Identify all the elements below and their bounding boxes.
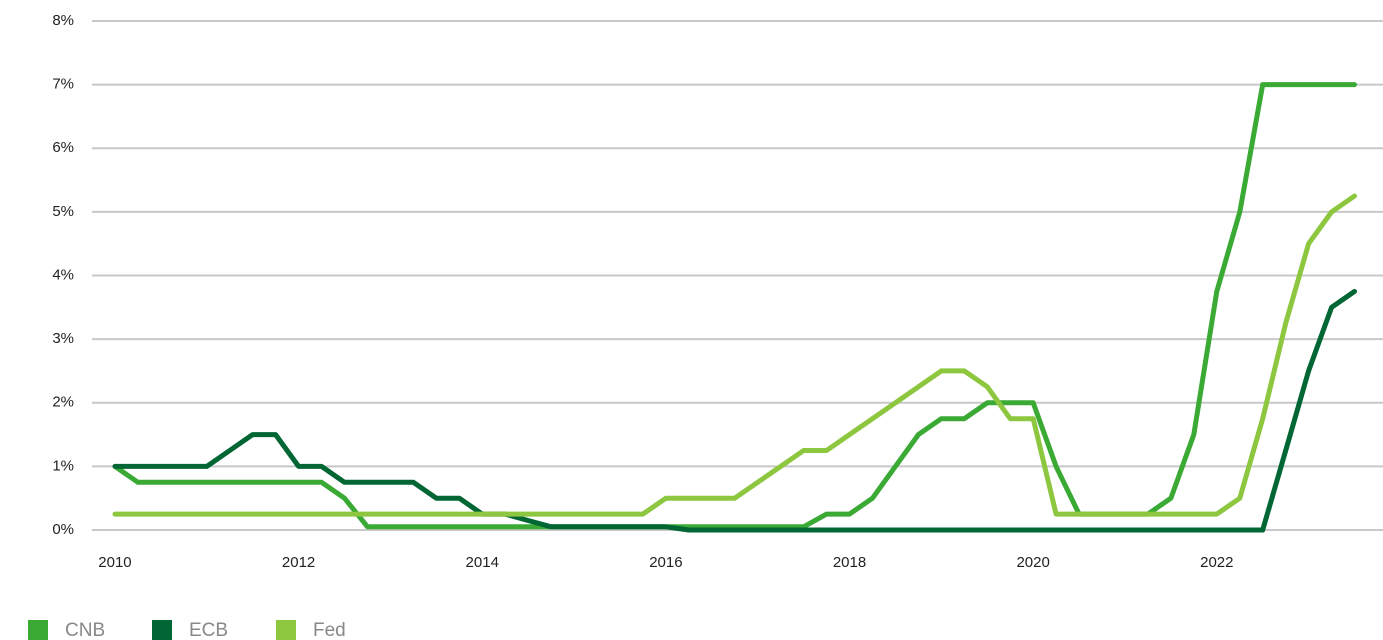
- y-tick-label: 1%: [52, 457, 74, 474]
- y-tick-label: 0%: [52, 521, 74, 538]
- legend-swatch: [276, 620, 296, 640]
- y-tick-label: 6%: [52, 139, 74, 156]
- x-tick-label: 2012: [282, 554, 315, 571]
- line-series: [112, 82, 1357, 530]
- legend-label: CNB: [65, 620, 105, 640]
- y-tick-label: 4%: [52, 266, 74, 283]
- line-series: [112, 288, 1357, 533]
- y-tick-label: 3%: [52, 330, 74, 347]
- x-tick-label: 2018: [833, 554, 866, 571]
- y-tick-label: 5%: [52, 203, 74, 220]
- x-tick-label: 2010: [98, 554, 131, 571]
- y-tick-label: 7%: [52, 76, 74, 93]
- legend-label: Fed: [313, 620, 346, 640]
- x-tick-label: 2016: [649, 554, 682, 571]
- x-tick-label: 2022: [1200, 554, 1233, 571]
- legend-swatch: [152, 620, 172, 640]
- x-tick-label: 2014: [466, 554, 499, 571]
- line-series: [112, 193, 1357, 517]
- x-tick-label: 2020: [1016, 554, 1049, 571]
- y-tick-label: 8%: [52, 12, 74, 29]
- legend-swatch: [28, 620, 48, 640]
- y-tick-label: 2%: [52, 394, 74, 411]
- legend-label: ECB: [189, 620, 228, 640]
